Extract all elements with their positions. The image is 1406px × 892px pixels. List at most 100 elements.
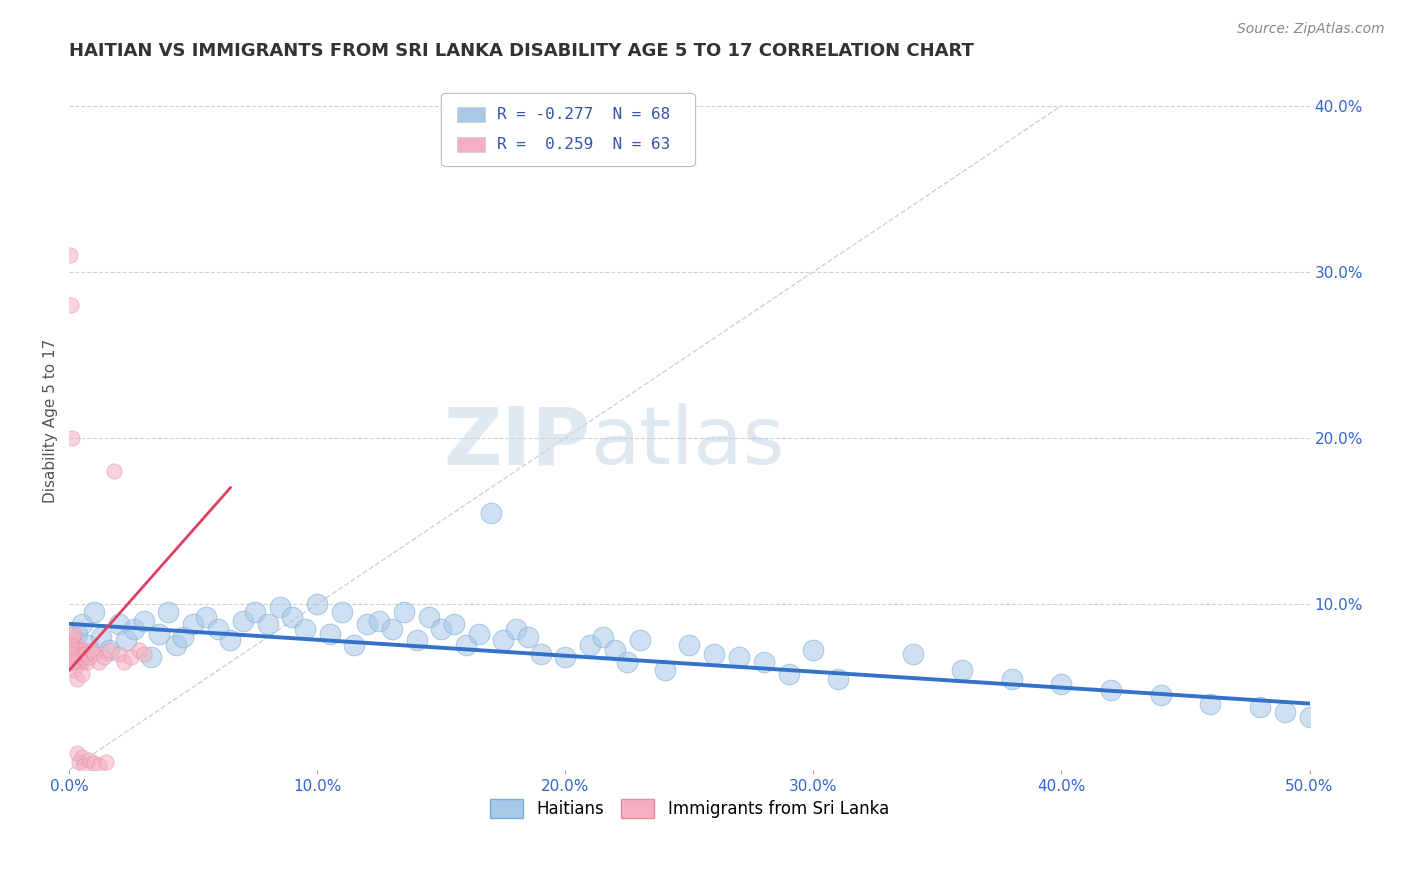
- Point: [207, 622, 229, 636]
- Point: [294, 622, 316, 636]
- Text: HAITIAN VS IMMIGRANTS FROM SRI LANKA DISABILITY AGE 5 TO 17 CORRELATION CHART: HAITIAN VS IMMIGRANTS FROM SRI LANKA DIS…: [69, 42, 974, 60]
- Legend: Haitians, Immigrants from Sri Lanka: Haitians, Immigrants from Sri Lanka: [484, 792, 896, 824]
- Point: [70, 655, 93, 669]
- Point: [467, 627, 489, 641]
- Point: [62, 655, 84, 669]
- Point: [1001, 672, 1024, 686]
- Point: [62, 647, 84, 661]
- Point: [356, 616, 378, 631]
- Point: [443, 616, 465, 631]
- Point: [1298, 710, 1320, 724]
- FancyBboxPatch shape: [457, 136, 485, 152]
- Point: [75, 647, 97, 661]
- Point: [69, 650, 91, 665]
- Point: [63, 650, 86, 665]
- Point: [103, 464, 125, 478]
- Point: [60, 643, 83, 657]
- Point: [108, 616, 131, 631]
- Point: [1249, 699, 1271, 714]
- Point: [70, 749, 93, 764]
- Point: [63, 643, 86, 657]
- Point: [77, 650, 100, 665]
- Y-axis label: Disability Age 5 to 17: Disability Age 5 to 17: [44, 339, 58, 503]
- Point: [73, 650, 96, 665]
- Point: [245, 605, 267, 619]
- Point: [752, 655, 775, 669]
- Point: [62, 630, 84, 644]
- Point: [330, 605, 353, 619]
- Point: [97, 643, 120, 657]
- Point: [67, 755, 90, 769]
- Point: [269, 600, 291, 615]
- Point: [318, 627, 340, 641]
- Point: [678, 639, 700, 653]
- Text: ZIP: ZIP: [443, 403, 591, 481]
- Point: [132, 647, 155, 661]
- Point: [73, 758, 96, 772]
- Point: [83, 647, 105, 661]
- Point: [65, 643, 87, 657]
- Point: [194, 610, 217, 624]
- Point: [381, 622, 404, 636]
- Point: [219, 633, 242, 648]
- Text: R =  0.259  N = 63: R = 0.259 N = 63: [498, 136, 671, 152]
- Point: [62, 639, 84, 653]
- Point: [132, 614, 155, 628]
- Point: [1099, 683, 1122, 698]
- Point: [60, 639, 83, 653]
- Point: [90, 630, 112, 644]
- Point: [128, 643, 150, 657]
- Point: [59, 655, 82, 669]
- Point: [343, 639, 366, 653]
- Point: [80, 643, 103, 657]
- Point: [59, 643, 82, 657]
- Point: [430, 622, 453, 636]
- Point: [66, 650, 89, 665]
- Point: [60, 639, 83, 653]
- Point: [554, 650, 576, 665]
- Point: [368, 614, 391, 628]
- Point: [108, 647, 131, 661]
- Point: [96, 755, 118, 769]
- Point: [59, 639, 82, 653]
- Point: [418, 610, 440, 624]
- Point: [97, 643, 120, 657]
- Point: [77, 753, 100, 767]
- Point: [60, 647, 83, 661]
- Point: [63, 664, 86, 678]
- Point: [115, 633, 138, 648]
- Point: [157, 605, 180, 619]
- Point: [703, 647, 725, 661]
- Point: [603, 643, 626, 657]
- Point: [66, 627, 89, 641]
- Point: [63, 647, 86, 661]
- Point: [120, 650, 142, 665]
- Point: [901, 647, 924, 661]
- Point: [256, 616, 278, 631]
- Point: [59, 643, 82, 657]
- Point: [69, 647, 91, 661]
- FancyBboxPatch shape: [457, 107, 485, 122]
- Point: [307, 597, 329, 611]
- Point: [66, 639, 89, 653]
- Point: [83, 756, 105, 771]
- Point: [59, 633, 82, 648]
- Point: [1274, 705, 1296, 719]
- Point: [70, 616, 93, 631]
- Point: [63, 627, 86, 641]
- Point: [1199, 697, 1222, 711]
- Point: [59, 248, 82, 262]
- Point: [479, 506, 502, 520]
- Point: [1050, 676, 1073, 690]
- Text: R = -0.277  N = 68: R = -0.277 N = 68: [498, 107, 671, 122]
- Text: atlas: atlas: [591, 403, 785, 481]
- Point: [60, 655, 83, 669]
- Point: [66, 747, 89, 761]
- Point: [172, 630, 194, 644]
- Point: [778, 666, 800, 681]
- Point: [728, 650, 751, 665]
- Point: [616, 655, 638, 669]
- Point: [529, 647, 551, 661]
- Point: [592, 630, 614, 644]
- Point: [76, 655, 98, 669]
